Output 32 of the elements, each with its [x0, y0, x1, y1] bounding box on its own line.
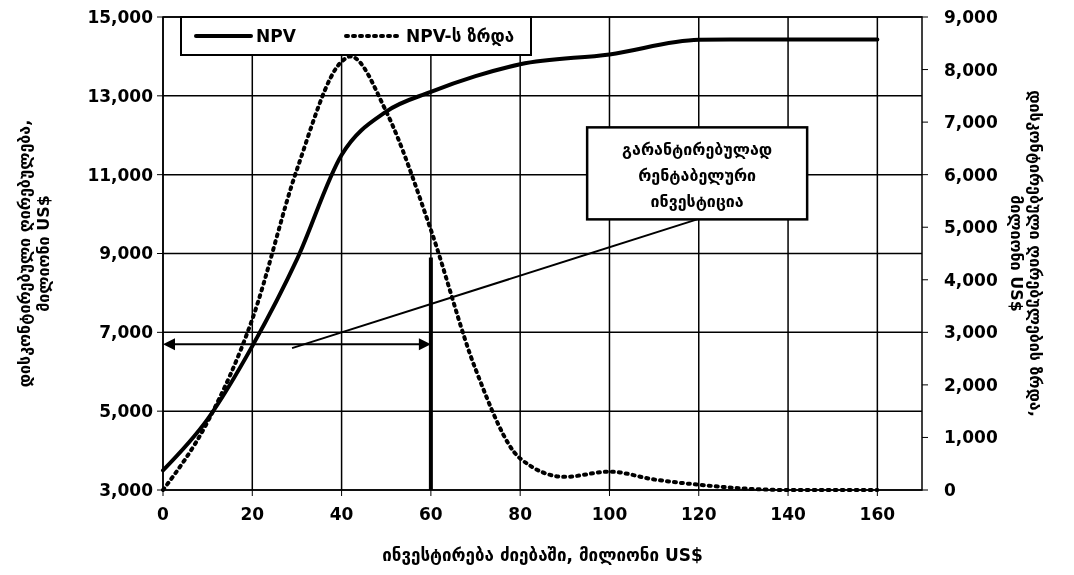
x-tick-label: 140 [770, 504, 806, 524]
x-tick-label: 40 [329, 504, 354, 524]
x-tick-label: 60 [419, 504, 443, 524]
x-tick-label: 80 [508, 504, 533, 524]
y2-tick-label: 8,000 [944, 59, 998, 80]
annotation: გარანტირებულად რენტაბელური ინვესტიცია [622, 140, 773, 212]
y-tick-label: 5,000 [99, 401, 154, 422]
y2-tick-label: 5,000 [944, 217, 998, 238]
y2-tick-label: 1,000 [944, 427, 998, 448]
x-axis-title: ინვესტირება ძიებაში, მილიონი US$ [382, 545, 703, 565]
y-tick-label: 15,000 [87, 6, 154, 27]
y2-tick-label: 9,000 [944, 6, 998, 27]
legend-label: NPV-ს ზრდა [406, 25, 515, 46]
y-tick-label: 13,000 [87, 85, 154, 106]
y-axis-title: დისკონტირებული ღირებულება, მილიონი US$ [15, 119, 54, 388]
x-tick-label: 20 [240, 504, 265, 524]
y2-tick-label: 7,000 [944, 112, 998, 133]
y-tick-label: 11,000 [87, 164, 154, 185]
x-tick-label: 160 [859, 504, 896, 524]
y-tick-label: 3,000 [99, 479, 154, 500]
y2-tick-label: 4,000 [944, 269, 998, 290]
y2-tick-label: 0 [944, 479, 956, 500]
y2-tick-label: 2,000 [944, 374, 998, 395]
y2-tick-label: 3,000 [944, 322, 998, 343]
y2-axis-title: დისკონტირებული ღირებულების ზრდა, მილიონი US$ [1006, 90, 1045, 417]
y2-tick-label: 6,000 [944, 164, 998, 185]
x-tick-label: 100 [591, 504, 628, 524]
x-tick-label: 0 [157, 504, 170, 524]
legend-label: NPV [256, 25, 297, 46]
x-tick-label: 120 [681, 504, 717, 524]
y-tick-label: 9,000 [99, 243, 154, 264]
y-tick-label: 7,000 [99, 322, 154, 343]
